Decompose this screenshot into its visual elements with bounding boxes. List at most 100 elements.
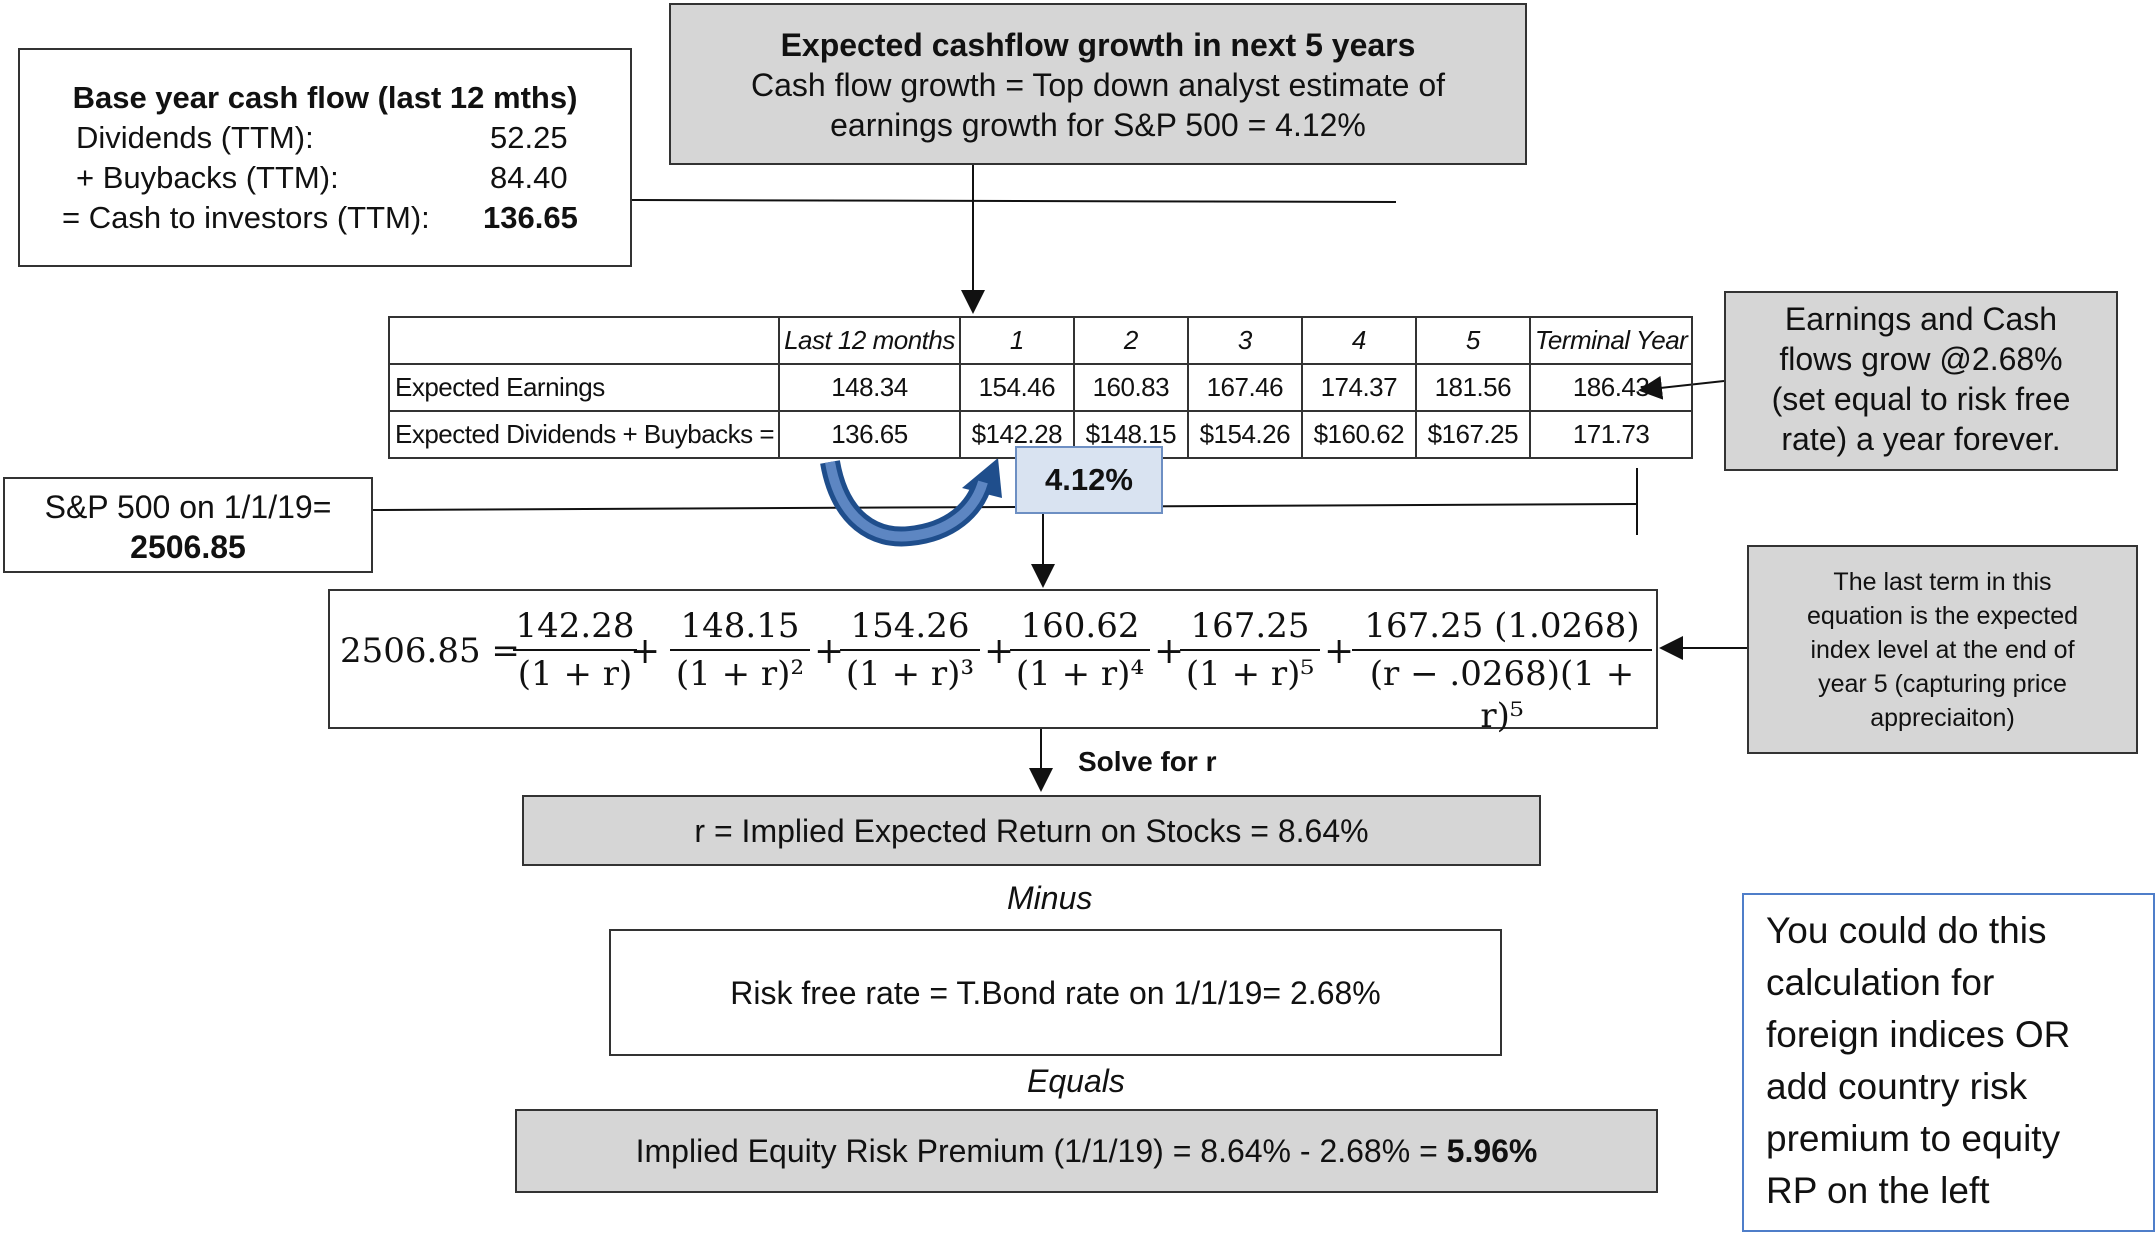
equation-term: 167.25 (1 + r)⁵ (1180, 605, 1320, 695)
buybacks-row: + Buybacks (TTM): 84.40 (20, 158, 630, 198)
table-header-cell: 2 (1072, 316, 1189, 365)
equity-risk-premium-box: Implied Equity Risk Premium (1/1/19) = 8… (515, 1109, 1658, 1193)
valuation-equation: 2506.85 = 142.28 (1 + r) + 148.15 (1 + r… (328, 589, 1658, 736)
base-to-right-line (629, 199, 1397, 203)
term-numerator: 167.25 (1190, 606, 1310, 646)
plus-sign: + (814, 631, 845, 672)
sp500-value: 2506.85 (130, 529, 246, 565)
table-cell: $154.26 (1186, 410, 1303, 459)
equals-label: Equals (1027, 1063, 1125, 1099)
term-numerator: 154.26 (850, 606, 970, 646)
foreign-indices-note: You could do this calculation for foreig… (1742, 893, 2155, 1232)
table-header-cell: 3 (1186, 316, 1303, 365)
note-line: rate) a year forever. (1781, 421, 2061, 457)
growth-box: Expected cashflow growth in next 5 years… (669, 3, 1527, 165)
table-cell: 160.83 (1072, 363, 1189, 412)
plus-sign: + (984, 631, 1015, 672)
buybacks-value: 84.40 (490, 160, 568, 195)
table-cell: 171.73 (1528, 410, 1694, 459)
dividends-row: Dividends (TTM): 52.25 (20, 118, 630, 158)
note-line: flows grow @2.68% (1779, 341, 2063, 377)
term-denominator: (1 + r)² (675, 654, 805, 694)
note-line: appreciaiton) (1870, 704, 2015, 732)
table-row-label: Expected Dividends + Buybacks = (387, 410, 781, 459)
table-cell: $167.25 (1414, 410, 1531, 459)
growth-title: Expected cashflow growth in next 5 years (780, 27, 1416, 63)
base-cashflow-box: Base year cash flow (last 12 mths) Divid… (18, 48, 632, 267)
table-header-cell (387, 316, 781, 365)
growth-rate-callout: 4.12% (1015, 446, 1163, 514)
table-row: Expected Dividends + Buybacks = 136.65 $… (387, 410, 1694, 459)
note-line: (set equal to risk free (1771, 381, 2071, 417)
term-denominator: (r − .0268)(1 + r)⁵ (1369, 654, 1635, 736)
erp-text: Implied Equity Risk Premium (1/1/19) = 8… (635, 1133, 1447, 1169)
minus-label: Minus (1007, 880, 1093, 916)
note-line: equation is the expected (1806, 602, 2079, 630)
plus-sign: + (1324, 631, 1355, 672)
table-cell: 148.34 (778, 363, 961, 412)
table-header-cell: 1 (958, 316, 1075, 365)
term-numerator: 148.15 (680, 606, 800, 646)
fraction-bar (670, 649, 810, 651)
equation-term: 160.62 (1 + r)⁴ (1010, 605, 1150, 695)
buybacks-label: + Buybacks (TTM): (76, 160, 339, 195)
fraction-bar (1180, 649, 1320, 651)
sp500-label: S&P 500 on 1/1/19= (44, 489, 332, 525)
table-header-cell: 5 (1414, 316, 1531, 365)
sp500-box: S&P 500 on 1/1/19= 2506.85 (3, 477, 373, 573)
term-denominator: (1 + r)³ (845, 654, 975, 694)
cash-to-investors-value: 136.65 (483, 200, 578, 235)
dividends-value: 52.25 (490, 120, 568, 155)
plus-sign: + (630, 631, 661, 672)
table-cell: 154.46 (958, 363, 1075, 412)
dividends-label: Dividends (TTM): (76, 120, 314, 155)
term-denominator: (1 + r)⁵ (1185, 654, 1315, 694)
cash-to-investors-label: = Cash to investors (TTM): (62, 200, 430, 235)
fraction-bar (840, 649, 980, 651)
equation-lhs: 2506.85 = (340, 631, 520, 671)
equation-term: 167.25 (1.0268) (r − .0268)(1 + r)⁵ (1352, 605, 1652, 737)
term-numerator: 167.25 (1.0268) (1364, 606, 1640, 646)
curved-arrow-head (962, 458, 1002, 498)
erp-value: 5.96% (1446, 1133, 1538, 1169)
table-cell: 186.43 (1528, 363, 1694, 412)
base-title: Base year cash flow (last 12 mths) (72, 80, 578, 115)
fraction-bar (1010, 649, 1150, 651)
growth-curved-arrow (820, 460, 993, 547)
term-numerator: 142.28 (515, 606, 635, 646)
equation-term: 142.28 (1 + r) (513, 605, 637, 695)
table-row-label: Expected Earnings (387, 363, 781, 412)
note-line: year 5 (capturing price (1818, 670, 2067, 698)
table-header-cell: 4 (1300, 316, 1417, 365)
table-cell: 181.56 (1414, 363, 1531, 412)
table-cell: 136.65 (778, 410, 961, 459)
table-cell: 174.37 (1300, 363, 1417, 412)
sp-long-line (372, 503, 1638, 511)
note-line: You could do this (1766, 910, 2047, 951)
growth-forever-note: Earnings and Cash flows grow @2.68% (set… (1724, 291, 2118, 471)
note-line: The last term in this (1833, 568, 2052, 596)
table-header-row: Last 12 months 1 2 3 4 5 Terminal Year (387, 316, 1694, 365)
note-line: add country risk (1766, 1066, 2028, 1107)
table-cell: $160.62 (1300, 410, 1417, 459)
curved-arrow-inner (825, 461, 988, 542)
term-denominator: (1 + r)⁴ (1015, 654, 1145, 694)
equation-term: 154.26 (1 + r)³ (840, 605, 980, 695)
fraction-bar (1352, 649, 1652, 651)
term-denominator: (1 + r) (517, 654, 633, 694)
table-cell: 167.46 (1186, 363, 1303, 412)
table-header-cell: Last 12 months (778, 316, 961, 365)
risk-free-box: Risk free rate = T.Bond rate on 1/1/19= … (609, 929, 1502, 1056)
table-row: Expected Earnings 148.34 154.46 160.83 1… (387, 363, 1694, 412)
fraction-bar (513, 649, 637, 651)
implied-return-box: r = Implied Expected Return on Stocks = … (522, 795, 1541, 866)
note-line: index level at the end of (1810, 636, 2075, 664)
solve-label: Solve for r (1078, 746, 1217, 777)
note-line: foreign indices OR (1766, 1014, 2071, 1055)
note-line: Earnings and Cash (1784, 301, 2058, 337)
plus-sign: + (1154, 631, 1185, 672)
note-line: premium to equity (1766, 1118, 2061, 1159)
growth-line-2: earnings growth for S&P 500 = 4.12% (830, 107, 1366, 143)
note-line: RP on the left (1766, 1170, 1990, 1211)
cashflow-table: Last 12 months 1 2 3 4 5 Terminal Year E… (387, 316, 1694, 459)
